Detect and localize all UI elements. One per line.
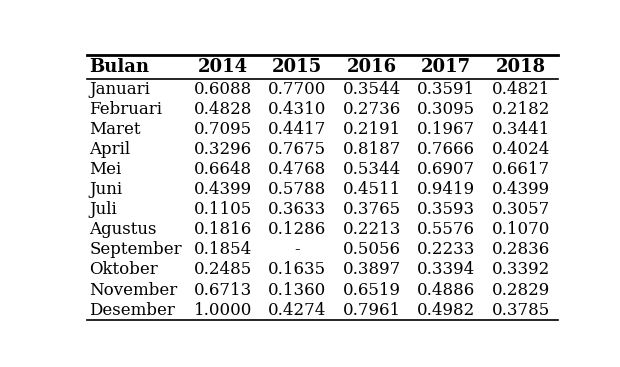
Text: 0.1286: 0.1286 bbox=[268, 221, 327, 238]
Text: Mei: Mei bbox=[89, 161, 122, 178]
Text: Oktober: Oktober bbox=[89, 261, 158, 279]
Text: 2016: 2016 bbox=[347, 58, 397, 76]
Text: 0.1635: 0.1635 bbox=[268, 261, 326, 279]
Text: Januari: Januari bbox=[89, 81, 151, 98]
Text: Februari: Februari bbox=[89, 101, 162, 118]
Text: 2017: 2017 bbox=[421, 58, 471, 76]
Text: 0.5788: 0.5788 bbox=[268, 181, 327, 198]
Text: 0.8187: 0.8187 bbox=[343, 141, 401, 158]
Text: 0.1070: 0.1070 bbox=[492, 221, 550, 238]
Text: 0.3057: 0.3057 bbox=[492, 201, 550, 218]
Text: 0.4399: 0.4399 bbox=[194, 181, 252, 198]
Text: 0.2485: 0.2485 bbox=[193, 261, 252, 279]
Text: 0.5056: 0.5056 bbox=[343, 241, 401, 258]
Text: 0.2836: 0.2836 bbox=[492, 241, 550, 258]
Text: 0.3544: 0.3544 bbox=[343, 81, 401, 98]
Text: Juli: Juli bbox=[89, 201, 117, 218]
Text: 0.6648: 0.6648 bbox=[194, 161, 252, 178]
Text: -: - bbox=[294, 241, 300, 258]
Text: 0.3593: 0.3593 bbox=[417, 201, 476, 218]
Text: 0.4982: 0.4982 bbox=[417, 302, 476, 319]
Text: 0.1967: 0.1967 bbox=[417, 121, 476, 138]
Text: 0.3897: 0.3897 bbox=[343, 261, 401, 279]
Text: 0.4399: 0.4399 bbox=[492, 181, 550, 198]
Text: 0.4310: 0.4310 bbox=[268, 101, 327, 118]
Text: Bulan: Bulan bbox=[89, 58, 149, 76]
Text: Juni: Juni bbox=[89, 181, 123, 198]
Text: 0.1816: 0.1816 bbox=[193, 221, 252, 238]
Text: 0.3633: 0.3633 bbox=[268, 201, 327, 218]
Text: 0.1105: 0.1105 bbox=[193, 201, 252, 218]
Text: 0.6617: 0.6617 bbox=[492, 161, 550, 178]
Text: 0.4274: 0.4274 bbox=[268, 302, 327, 319]
Text: 2014: 2014 bbox=[198, 58, 248, 76]
Text: 0.5576: 0.5576 bbox=[417, 221, 476, 238]
Text: 0.3095: 0.3095 bbox=[417, 101, 476, 118]
Text: 0.3394: 0.3394 bbox=[417, 261, 476, 279]
Text: 0.4417: 0.4417 bbox=[268, 121, 327, 138]
Text: September: September bbox=[89, 241, 182, 258]
Text: 0.6088: 0.6088 bbox=[193, 81, 252, 98]
Text: November: November bbox=[89, 281, 178, 298]
Text: 0.7675: 0.7675 bbox=[268, 141, 326, 158]
Text: 2018: 2018 bbox=[496, 58, 546, 76]
Text: 0.6907: 0.6907 bbox=[417, 161, 476, 178]
Text: Desember: Desember bbox=[89, 302, 175, 319]
Text: 0.4886: 0.4886 bbox=[417, 281, 476, 298]
Text: 0.3765: 0.3765 bbox=[343, 201, 401, 218]
Text: 0.7961: 0.7961 bbox=[343, 302, 401, 319]
Text: 0.6713: 0.6713 bbox=[193, 281, 252, 298]
Text: 0.3785: 0.3785 bbox=[492, 302, 550, 319]
Text: 0.4024: 0.4024 bbox=[492, 141, 550, 158]
Text: 0.7700: 0.7700 bbox=[268, 81, 327, 98]
Text: 0.2736: 0.2736 bbox=[343, 101, 401, 118]
Text: 0.1854: 0.1854 bbox=[193, 241, 252, 258]
Text: 0.4768: 0.4768 bbox=[268, 161, 327, 178]
Text: 0.4821: 0.4821 bbox=[492, 81, 550, 98]
Text: Agustus: Agustus bbox=[89, 221, 157, 238]
Text: 0.2213: 0.2213 bbox=[343, 221, 401, 238]
Text: 0.7095: 0.7095 bbox=[194, 121, 252, 138]
Text: 0.7666: 0.7666 bbox=[417, 141, 476, 158]
Text: 0.2182: 0.2182 bbox=[492, 101, 550, 118]
Text: 0.3392: 0.3392 bbox=[492, 261, 550, 279]
Text: 0.5344: 0.5344 bbox=[343, 161, 401, 178]
Text: 0.2191: 0.2191 bbox=[343, 121, 401, 138]
Text: Maret: Maret bbox=[89, 121, 141, 138]
Text: 0.3441: 0.3441 bbox=[492, 121, 550, 138]
Text: 0.4511: 0.4511 bbox=[343, 181, 401, 198]
Text: April: April bbox=[89, 141, 131, 158]
Text: 0.3296: 0.3296 bbox=[194, 141, 252, 158]
Text: 0.1360: 0.1360 bbox=[268, 281, 327, 298]
Text: 2015: 2015 bbox=[272, 58, 322, 76]
Text: 0.6519: 0.6519 bbox=[343, 281, 401, 298]
Text: 0.2233: 0.2233 bbox=[417, 241, 476, 258]
Text: 0.3591: 0.3591 bbox=[417, 81, 476, 98]
Text: 0.2829: 0.2829 bbox=[492, 281, 550, 298]
Text: 0.4828: 0.4828 bbox=[193, 101, 252, 118]
Text: 0.9419: 0.9419 bbox=[417, 181, 476, 198]
Text: 1.0000: 1.0000 bbox=[193, 302, 252, 319]
